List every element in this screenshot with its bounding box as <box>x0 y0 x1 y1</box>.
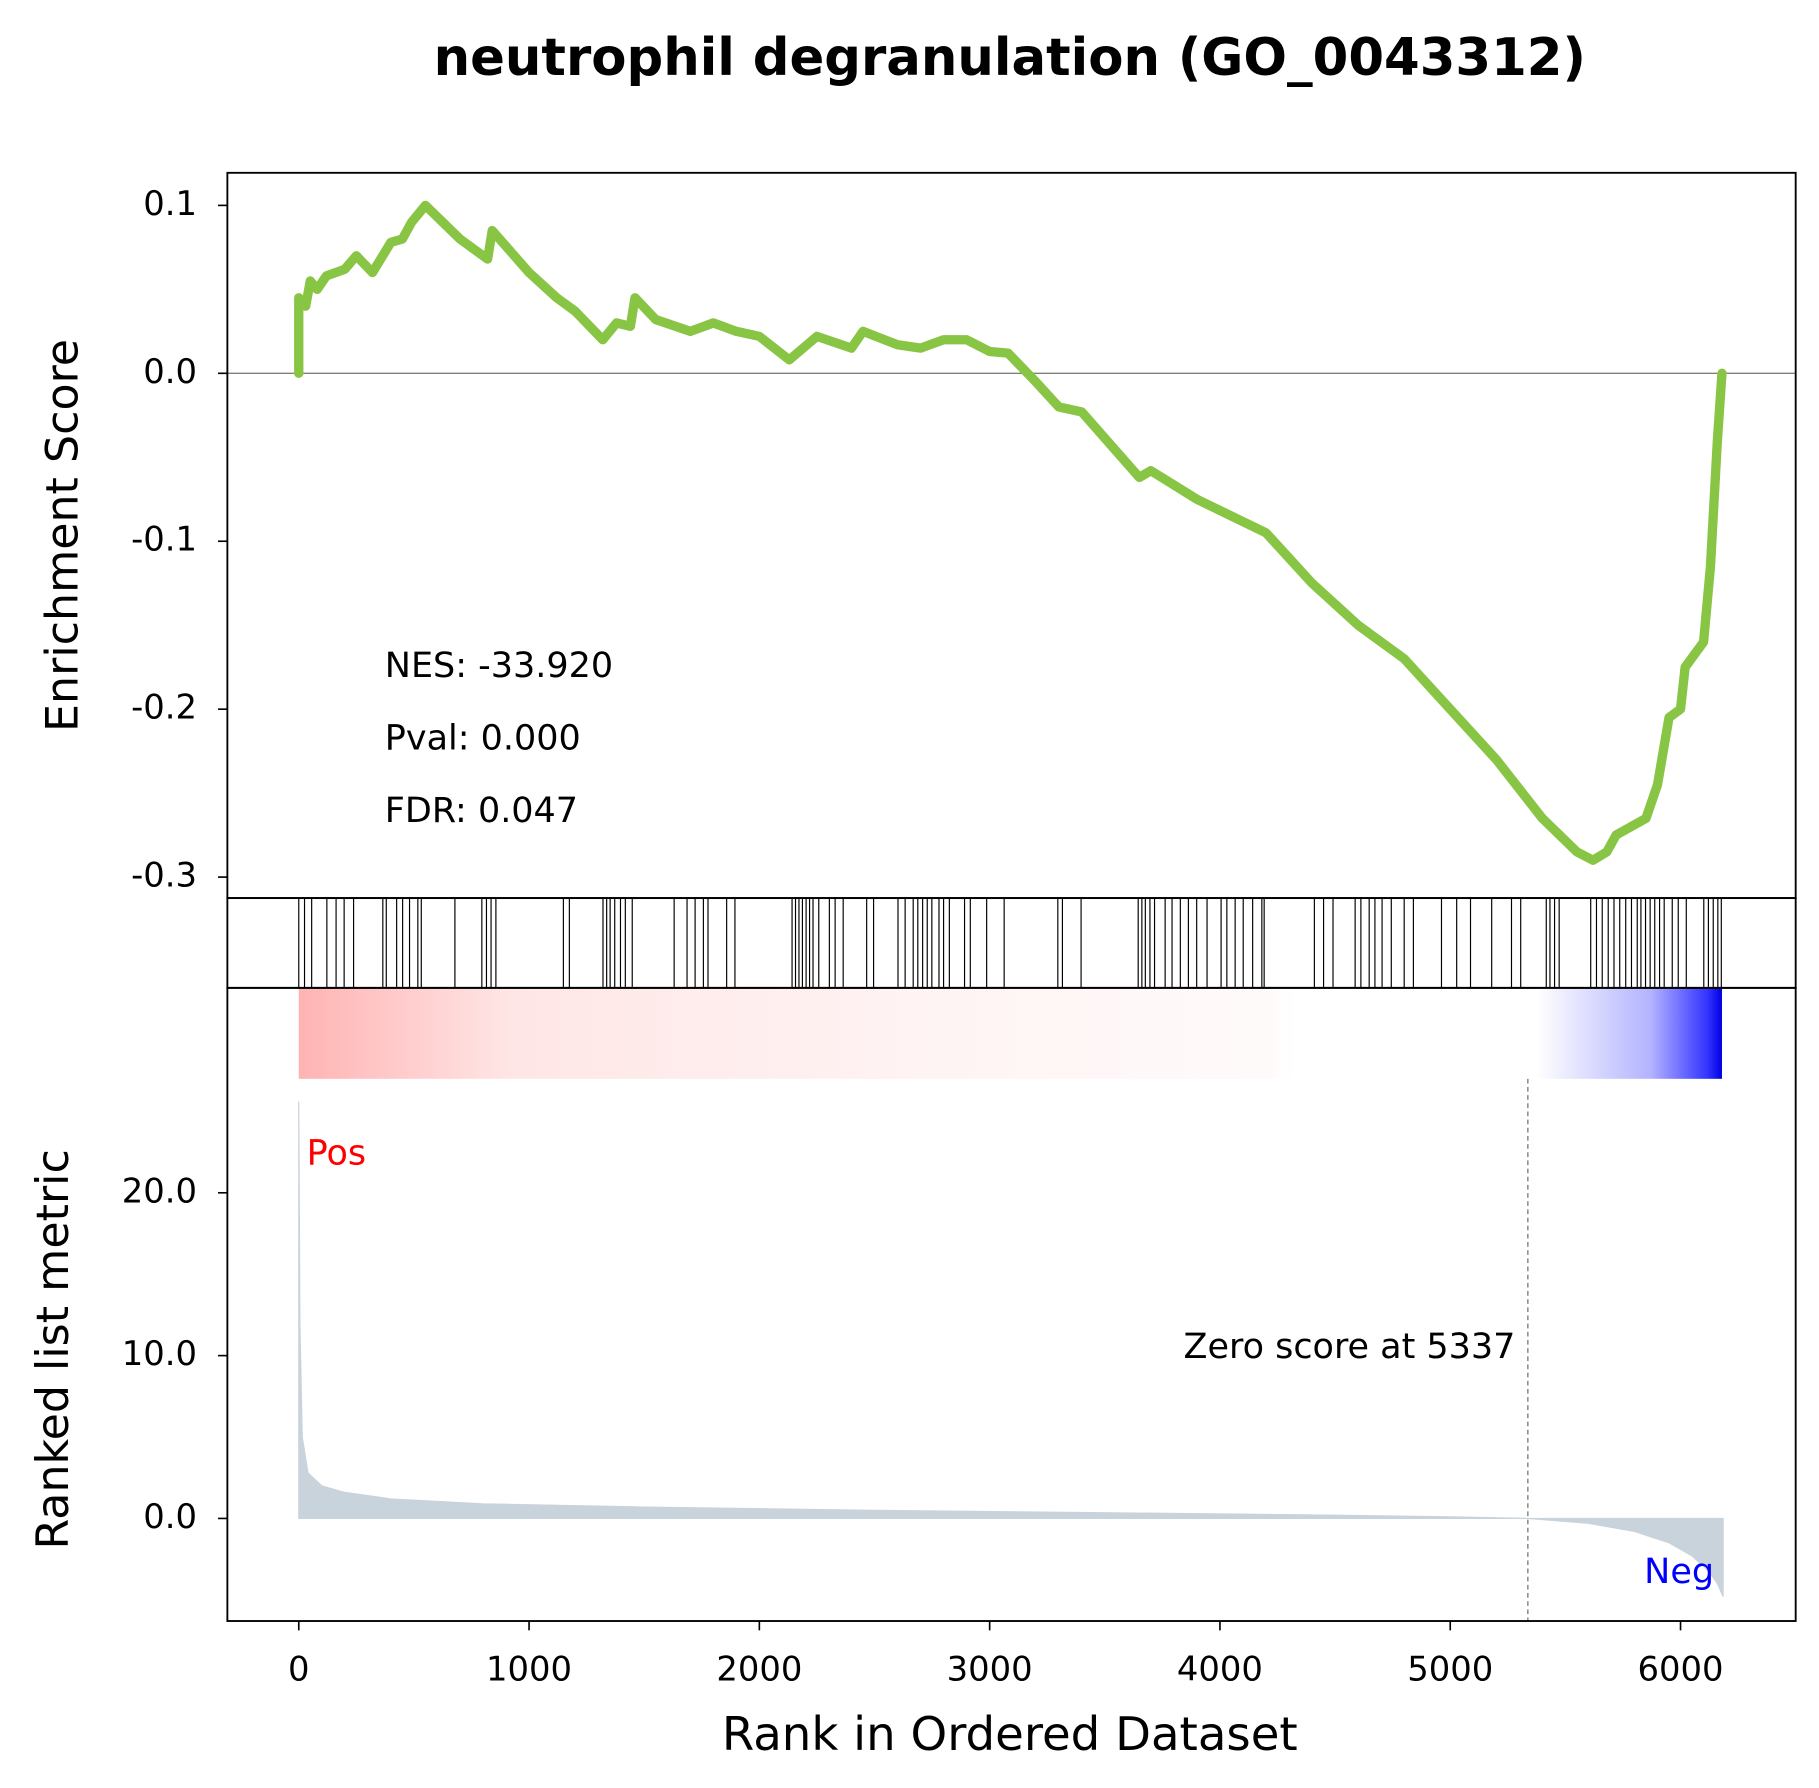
x-tick-label: 1000 <box>486 1650 572 1689</box>
x-tick-label: 3000 <box>947 1650 1033 1689</box>
x-tick-label: 2000 <box>716 1650 802 1689</box>
y-tick-label: -0.3 <box>131 856 197 895</box>
y-tick-label: -0.2 <box>131 688 197 727</box>
stat-label: FDR: 0.047 <box>385 791 578 831</box>
y-axis-label: Enrichment Score <box>37 339 88 732</box>
y-tick-label: 0.1 <box>143 184 197 223</box>
zero-score-label: Zero score at 5337 <box>1184 1327 1516 1367</box>
es-line <box>294 200 1727 865</box>
axes-frame <box>226 171 1797 900</box>
stat-label: NES: -33.920 <box>385 646 613 686</box>
pos-label: Pos <box>307 1134 366 1174</box>
x-tick-label: 5000 <box>1407 1650 1493 1689</box>
metric-area <box>298 1101 1724 1597</box>
y2-axis-label: Ranked list metric <box>28 1149 79 1549</box>
chart-title: neutrophil degranulation (GO_0043312) <box>434 28 1586 88</box>
x-tick-label: 6000 <box>1638 1650 1724 1689</box>
rank-color-bar <box>298 987 1722 1079</box>
y-tick-label: 0.0 <box>143 352 197 391</box>
neg-label: Neg <box>1644 1552 1714 1592</box>
x-axis-label: Rank in Ordered Dataset <box>722 1707 1298 1761</box>
y2-tick-label: 0.0 <box>143 1497 197 1536</box>
stat-label: Pval: 0.000 <box>385 719 581 759</box>
y2-tick-label: 10.0 <box>122 1334 197 1373</box>
x-tick-label: 0 <box>288 1650 310 1689</box>
y-tick-label: -0.1 <box>131 520 197 559</box>
axes-frame <box>226 897 1797 989</box>
x-tick-label: 4000 <box>1177 1650 1263 1689</box>
y2-tick-label: 20.0 <box>122 1171 197 1210</box>
axes-frame <box>226 986 1797 1622</box>
